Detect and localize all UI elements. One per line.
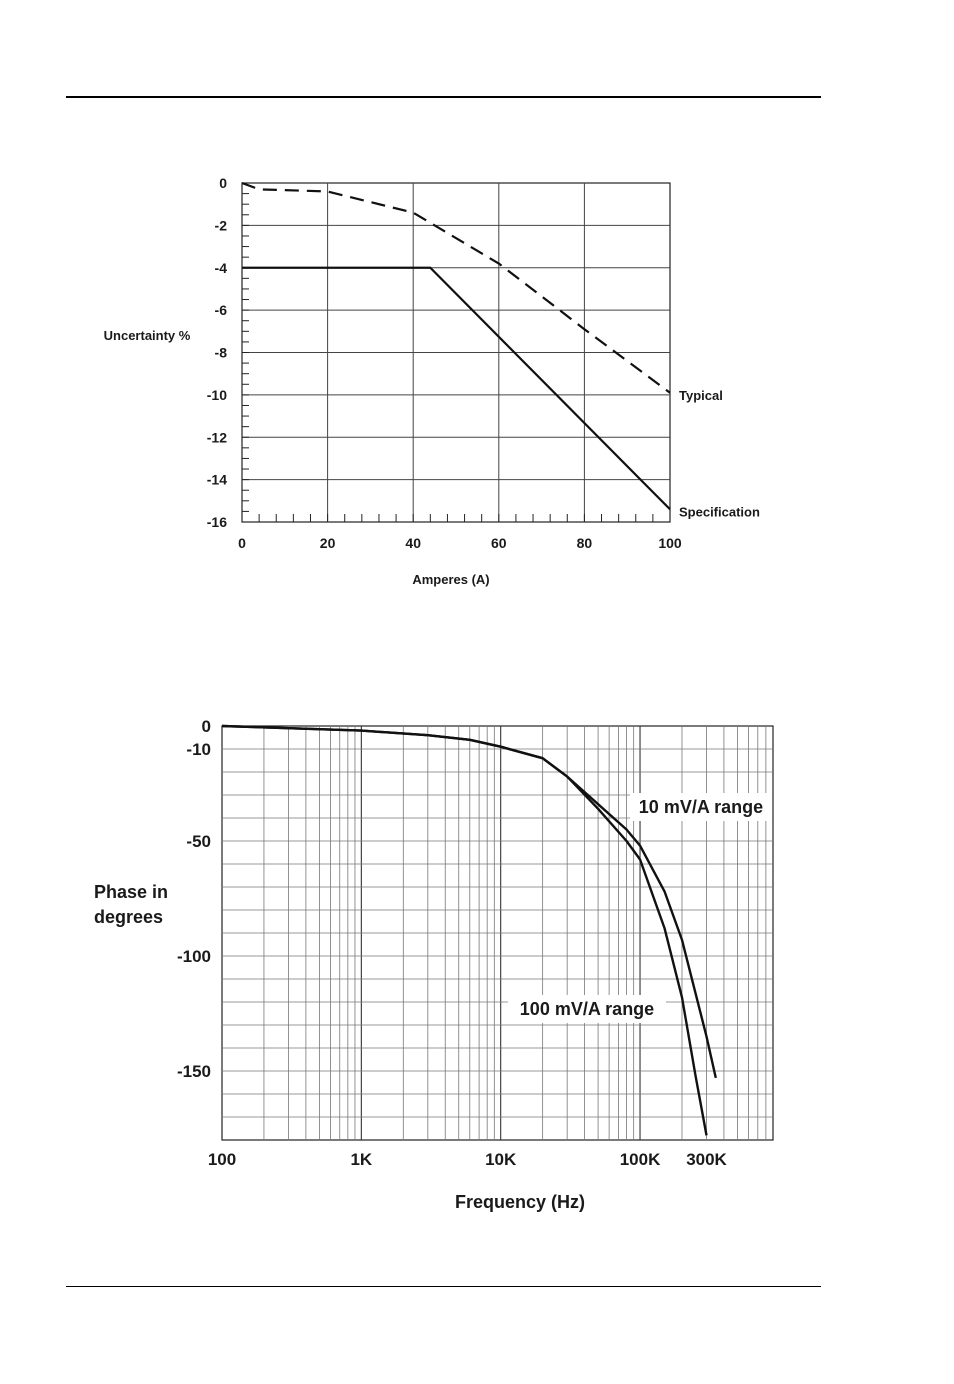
chart1-x-tick-label: 20	[320, 535, 336, 551]
chart2-series	[221, 724, 717, 1136]
chart2-y-axis-label-line1: Phase in	[94, 882, 168, 902]
chart2-x-tick-label: 300K	[686, 1150, 727, 1169]
chart1-labels: 0 20 40 60 80 100 0 -2 -4 -6 -8 -10 -12 -14 -16 Typical…	[207, 175, 760, 551]
chart1-x-tick-label: 60	[491, 535, 507, 551]
chart1-y-tick-label: -2	[215, 217, 228, 233]
chart2-grid	[221, 725, 774, 1141]
chart2-y-tick-label: 0	[202, 717, 211, 736]
uncertainty-chart: 0 20 40 60 80 100 0 -2 -4 -6 -8 -10 -12 -14 -16 Typical…	[104, 175, 760, 587]
chart2-series-label: 10 mV/A range	[639, 797, 763, 817]
chart1-series	[241, 181, 671, 511]
chart2-series-label-bg	[630, 793, 772, 821]
chart1-y-tick-label: -12	[207, 429, 227, 445]
chart1-y-tick-label: -6	[215, 302, 228, 318]
chart1-x-tick-label: 40	[405, 535, 421, 551]
chart1-y-tick-label: -14	[207, 472, 227, 488]
chart1-series-line-specification	[242, 266, 671, 511]
chart1-y-tick-label: -4	[215, 260, 228, 276]
chart2-series-label: 100 mV/A range	[520, 999, 654, 1019]
chart1-y-tick-label: -10	[207, 387, 227, 403]
chart1-y-tick-label: -16	[207, 514, 227, 530]
chart2-x-tick-label: 10K	[485, 1150, 517, 1169]
chart1-y-tick-label: 0	[219, 175, 227, 191]
chart1-series-label: Typical	[679, 388, 723, 403]
chart2-x-tick-label: 100	[208, 1150, 236, 1169]
chart2-y-tick-label: -150	[177, 1062, 211, 1081]
chart1-x-tick-label: 80	[577, 535, 593, 551]
chart1-y-axis-label: Uncertainty %	[104, 328, 191, 343]
chart2-y-tick-label: -10	[186, 740, 211, 759]
chart1-grid	[241, 182, 671, 523]
chart2-x-axis-label: Frequency (Hz)	[455, 1192, 585, 1212]
chart1-x-axis-label: Amperes (A)	[412, 572, 489, 587]
chart1-y-tick-label: -8	[215, 345, 228, 361]
chart2-series-line-100mv	[221, 724, 708, 1136]
chart2-series-label-bg	[508, 995, 666, 1023]
chart1-x-tick-label: 100	[658, 535, 682, 551]
chart2-y-tick-label: -50	[186, 832, 211, 851]
chart1-series-line-typical	[241, 181, 671, 394]
footer-rule	[66, 1286, 821, 1287]
chart2-y-tick-label: -100	[177, 947, 211, 966]
chart1-series-label: Specification	[679, 504, 760, 519]
chart1-minor-ticks	[241, 182, 671, 523]
phase-chart: 100 1K 10K 100K 300K 0 -10 -50 -100 -150 10 mV/A r…	[94, 717, 774, 1212]
chart2-x-tick-label: 1K	[350, 1150, 372, 1169]
chart2-y-axis-label-line2: degrees	[94, 907, 163, 927]
header-rule	[66, 96, 821, 98]
chart2-x-tick-label: 100K	[620, 1150, 661, 1169]
chart1-x-tick-label: 0	[238, 535, 246, 551]
chart2-labels: 100 1K 10K 100K 300K 0 -10 -50 -100 -150 10 mV/A r…	[177, 717, 772, 1169]
